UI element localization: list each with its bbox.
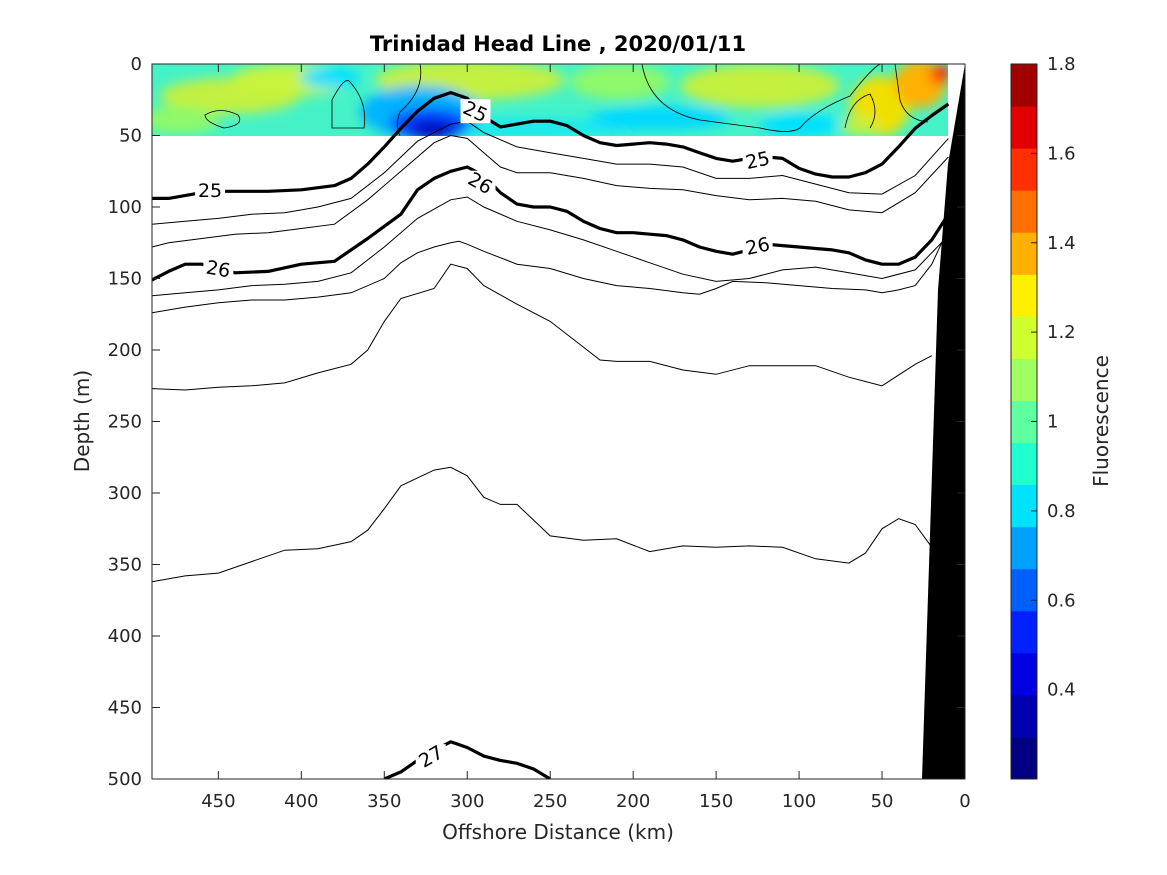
y-tick-label: 150 (108, 269, 142, 290)
contour-label-bg (460, 99, 491, 124)
colorbar-tick-label: 1.6 (1047, 143, 1076, 164)
x-tick-label: 200 (616, 791, 650, 812)
contour-25-line (152, 91, 950, 200)
x-tick-label: 400 (284, 791, 318, 812)
contour-label-bg (742, 233, 773, 258)
y-tick-label: 350 (108, 555, 142, 576)
colorbar-label: Fluorescence (1089, 355, 1113, 487)
colorbar-segment (1011, 568, 1037, 612)
colorbar-tick-label: 0.6 (1047, 590, 1076, 611)
y-tick-label: 500 (108, 769, 142, 790)
colorbar-segment (1011, 694, 1037, 738)
x-tick-label: 300 (450, 791, 484, 812)
colorbar-segment (1011, 358, 1037, 401)
y-tick-label: 200 (108, 340, 142, 361)
contour-27-line (383, 740, 552, 779)
thin-contour-2 (152, 120, 949, 225)
contour-label: 26 (204, 257, 232, 283)
colorbar-segment (1011, 316, 1037, 359)
colorbar-segment (1011, 190, 1037, 233)
y-tick-label: 0 (131, 54, 142, 75)
y-tick-label: 400 (108, 626, 142, 647)
thin-contour-3 (152, 196, 949, 297)
x-tick-label: 350 (367, 791, 401, 812)
colorbar-segment (1011, 610, 1037, 654)
x-tick-label: 150 (699, 791, 733, 812)
contour-26-line (152, 165, 950, 282)
colorbar-ticks: 0.4 0.6 0.8 1 1.2 1.4 1.6 1.8 (1031, 54, 1076, 701)
contour-label: 25 (198, 180, 222, 202)
x-tick-label: 450 (201, 791, 235, 812)
colorbar-segment (1011, 442, 1037, 486)
y-tick-label: 50 (119, 126, 142, 147)
thin-contour-5 (152, 263, 933, 391)
fluorescence-surface-layer (152, 64, 948, 136)
contour-label: 26 (744, 233, 772, 260)
contour-label-bg (415, 744, 446, 769)
colorbar-tick-label: 1.8 (1047, 54, 1076, 75)
colorbar-segment (1011, 64, 1037, 107)
colorbar-segment (1011, 274, 1037, 317)
colorbar-segment (1011, 106, 1037, 149)
y-axis-ticks: 0 50 100 150 200 250 300 350 400 450 500 (108, 54, 965, 790)
colorbar-tick-label: 1.2 (1047, 322, 1076, 343)
colorbar-segment (1011, 736, 1037, 780)
x-axis-label: Offshore Distance (km) (442, 820, 674, 844)
thin-contour-6 (152, 466, 933, 583)
contour-label-bg (203, 256, 234, 281)
colorbar-segment (1011, 526, 1037, 570)
y-tick-label: 300 (108, 483, 142, 504)
x-axis-ticks: 450 400 350 300 250 200 150 100 50 0 (201, 64, 971, 812)
x-tick-label: 0 (959, 791, 970, 812)
chart-title: Trinidad Head Line , 2020/01/11 (370, 32, 746, 56)
colorbar-tick-label: 0.8 (1047, 501, 1076, 522)
colorbar-segment (1011, 232, 1037, 275)
colorbar-segment (1011, 484, 1037, 528)
contour-label: 25 (744, 148, 772, 175)
thin-contour-4 (152, 228, 949, 314)
y-axis-label: Depth (m) (70, 370, 94, 472)
x-tick-label: 100 (782, 791, 816, 812)
contour-label-bg (465, 170, 496, 195)
contour-label-bg (742, 147, 773, 172)
colorbar-segment (1011, 652, 1037, 696)
density-contours (152, 91, 950, 779)
colorbar-tick-label: 1.4 (1047, 233, 1076, 254)
seafloor-bathymetry (922, 64, 965, 779)
x-tick-label: 250 (533, 791, 567, 812)
colorbar-tick-label: 1 (1047, 412, 1058, 433)
thin-contour-1 (152, 134, 949, 248)
x-tick-label: 50 (871, 791, 894, 812)
contour-label-bg (195, 177, 226, 202)
y-tick-label: 100 (108, 197, 142, 218)
colorbar-segment (1011, 148, 1037, 191)
y-tick-label: 250 (108, 412, 142, 433)
colorbar (1011, 64, 1037, 780)
colorbar-tick-label: 0.4 (1047, 680, 1076, 701)
plot-axes-box (151, 63, 966, 780)
y-tick-label: 450 (108, 698, 142, 719)
